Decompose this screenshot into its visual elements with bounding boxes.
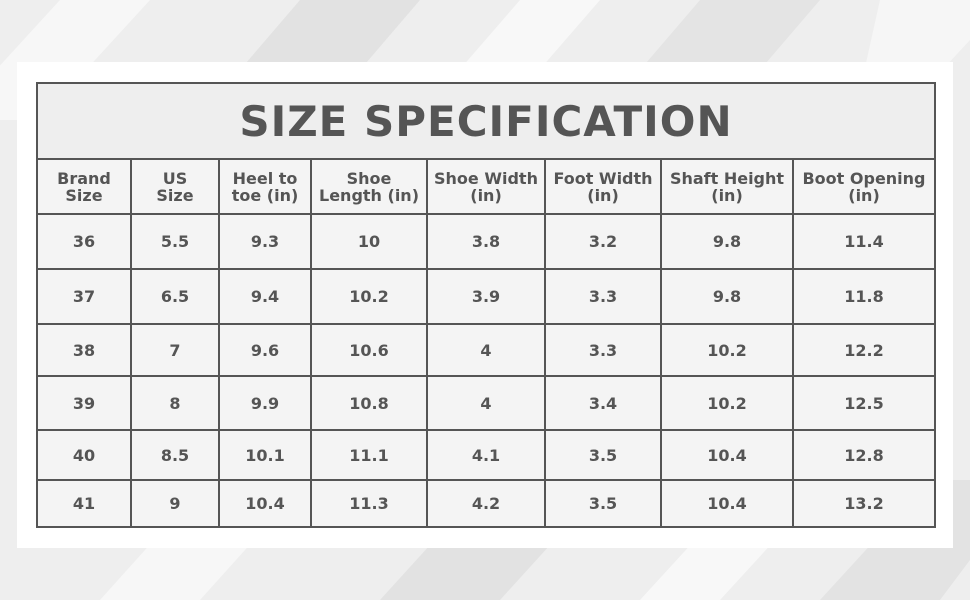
cell: 7 [130,323,220,377]
cell: 10.4 [218,479,312,528]
cell: 3.2 [544,213,662,270]
cell: 10.2 [660,375,794,431]
header-text: (in) [587,185,619,205]
header-text: Heel to [232,168,298,188]
cell: 10.8 [310,375,428,431]
header-text: Size [156,185,194,205]
cell: 3.3 [544,268,662,325]
cell: 10.6 [310,323,428,377]
header-text: Foot Width [553,168,653,188]
header-cell: Shaft Height (in) [660,158,794,215]
cell: 12.8 [792,429,936,481]
header-text: Boot Opening [802,168,926,188]
cell: 10.2 [660,323,794,377]
cell: 9.6 [218,323,312,377]
cell: 4.2 [426,479,546,528]
table-title: SIZE SPECIFICATION [36,82,936,160]
header-cell: Brand Size [36,158,132,215]
cell: 41 [36,479,132,528]
cell: 5.5 [130,213,220,270]
cell: 9.9 [218,375,312,431]
data-row: 41 9 10.4 11.3 4.2 3.5 10.4 13.2 [36,479,936,528]
cell: 4.1 [426,429,546,481]
cell: 10.4 [660,479,794,528]
cell: 39 [36,375,132,431]
cell: 9.4 [218,268,312,325]
cell: 8 [130,375,220,431]
header-text: toe (in) [231,185,299,205]
data-row: 37 6.5 9.4 10.2 3.9 3.3 9.8 11.8 [36,268,936,325]
header-text: Shoe [346,168,392,188]
data-row: 36 5.5 9.3 10 3.8 3.2 9.8 11.4 [36,213,936,270]
header-text: (in) [711,185,743,205]
cell: 10.2 [310,268,428,325]
cell: 3.5 [544,429,662,481]
cell: 10.4 [660,429,794,481]
header-cell: Heel to toe (in) [218,158,312,215]
cell: 10 [310,213,428,270]
cell: 6.5 [130,268,220,325]
cell: 9.3 [218,213,312,270]
header-cell: Shoe Length (in) [310,158,428,215]
header-text: US [162,168,188,188]
data-row: 40 8.5 10.1 11.1 4.1 3.5 10.4 12.8 [36,429,936,481]
cell: 36 [36,213,132,270]
header-cell: Boot Opening (in) [792,158,936,215]
cell: 3.3 [544,323,662,377]
cell: 4 [426,375,546,431]
header-text: Length (in) [319,185,419,205]
cell: 3.8 [426,213,546,270]
cell: 8.5 [130,429,220,481]
header-cell: US Size [130,158,220,215]
cell: 3.5 [544,479,662,528]
cell: 40 [36,429,132,481]
header-text: Shoe Width [434,168,538,188]
cell: 12.5 [792,375,936,431]
cell: 12.2 [792,323,936,377]
cell: 3.9 [426,268,546,325]
cell: 38 [36,323,132,377]
cell: 10.1 [218,429,312,481]
size-table: SIZE SPECIFICATION Brand Size US Size Heel t… [36,82,936,528]
header-cell: Shoe Width (in) [426,158,546,215]
header-row: Brand Size US Size Heel to toe (in) Shoe Length… [36,158,936,215]
data-row: 39 8 9.9 10.8 4 3.4 10.2 12.5 [36,375,936,431]
header-text: Shaft Height [669,168,785,188]
cell: 9.8 [660,268,794,325]
title-row: SIZE SPECIFICATION [36,82,936,160]
header-text: Brand [57,168,111,188]
cell: 11.3 [310,479,428,528]
cell: 9.8 [660,213,794,270]
cell: 4 [426,323,546,377]
cell: 11.1 [310,429,428,481]
data-row: 38 7 9.6 10.6 4 3.3 10.2 12.2 [36,323,936,377]
cell: 11.8 [792,268,936,325]
cell: 3.4 [544,375,662,431]
cell: 37 [36,268,132,325]
header-text: (in) [848,185,880,205]
cell: 11.4 [792,213,936,270]
header-cell: Foot Width (in) [544,158,662,215]
cell: 13.2 [792,479,936,528]
header-text: Size [65,185,103,205]
header-text: (in) [470,185,502,205]
cell: 9 [130,479,220,528]
